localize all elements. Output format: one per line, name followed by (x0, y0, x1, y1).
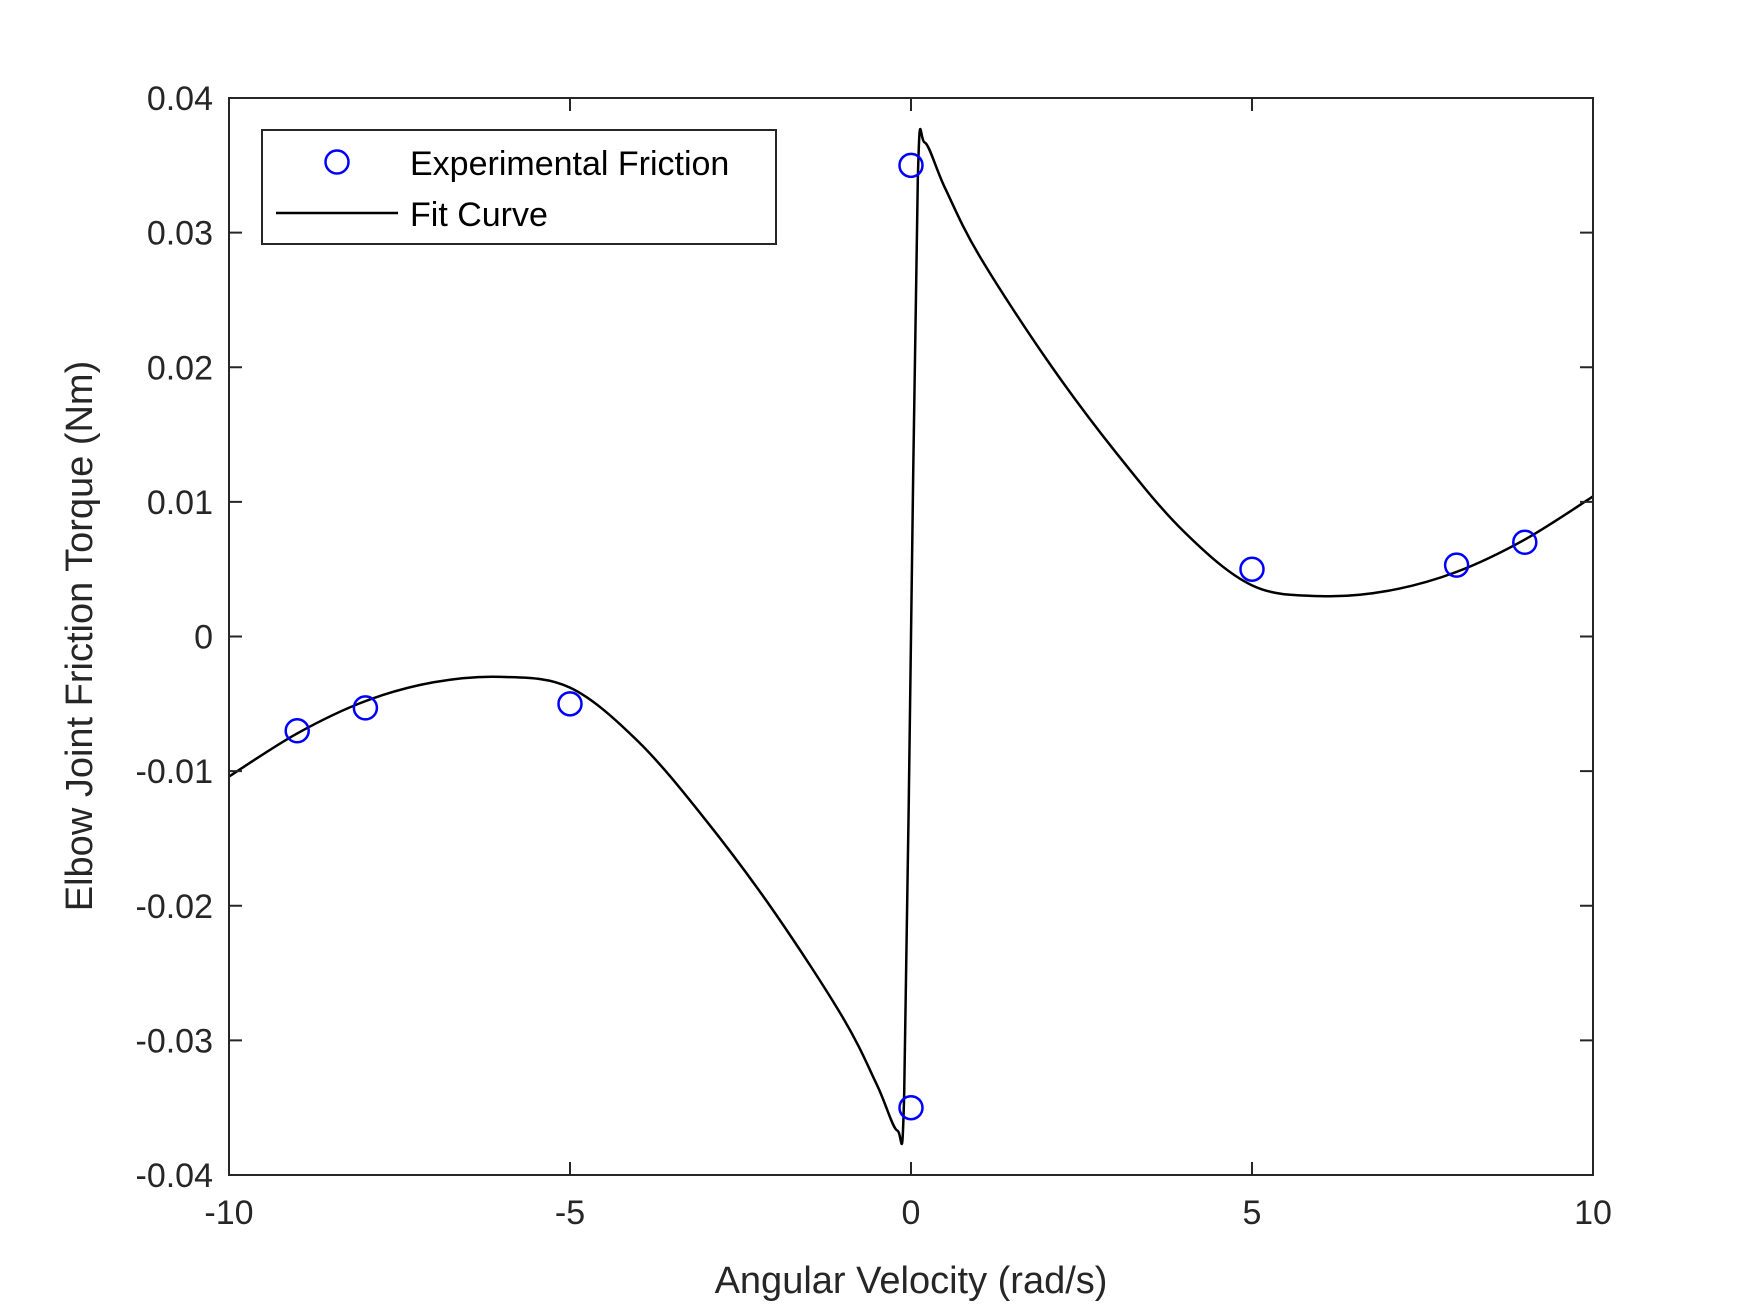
legend: Experimental Friction Fit Curve (261, 129, 777, 245)
y-tick-label: 0.01 (147, 484, 213, 522)
experimental-point (898, 1094, 924, 1121)
experimental-point (284, 717, 310, 744)
experimental-point (1512, 529, 1538, 556)
legend-box (261, 129, 777, 245)
marker-layer (284, 152, 1538, 1121)
legend-marker-experimental (324, 149, 350, 175)
legend-label-fit: Fit Curve (410, 196, 548, 234)
experimental-point (557, 691, 583, 717)
y-tick-label: -0.01 (136, 753, 214, 791)
legend-label-experimental: Experimental Friction (410, 145, 729, 183)
experimental-point (352, 695, 379, 721)
y-tick-label: 0.04 (147, 80, 213, 118)
y-tick-label: -0.02 (136, 888, 214, 926)
x-tick-label: 5 (1243, 1194, 1262, 1232)
x-tick-label: 10 (1574, 1194, 1612, 1232)
fit-curve-layer (228, 127, 1594, 1146)
ticks-layer (228, 97, 1594, 1176)
y-tick-label: 0.02 (147, 349, 213, 387)
x-tick-label: -5 (555, 1194, 585, 1232)
y-axis-label: Elbow Joint Friction Torque (Nm) (59, 361, 101, 911)
x-tick-label: 0 (902, 1194, 921, 1232)
y-tick-label: -0.03 (136, 1022, 214, 1060)
experimental-point (1239, 556, 1265, 582)
tick-labels-layer: -10 -5 0 5 10 0.04 0.03 0.02 0.01 0 -0.01 -0.02 -0.0… (136, 80, 1612, 1232)
fit-curve-line (228, 127, 1594, 1146)
experimental-point (898, 152, 924, 179)
y-tick-label: 0.03 (147, 215, 213, 253)
y-tick-label: -0.04 (136, 1157, 214, 1195)
y-tick-label: 0 (194, 619, 213, 657)
x-axis-label: Angular Velocity (rad/s) (715, 1260, 1108, 1302)
x-tick-label: -10 (204, 1194, 253, 1232)
experimental-point (1443, 552, 1470, 578)
